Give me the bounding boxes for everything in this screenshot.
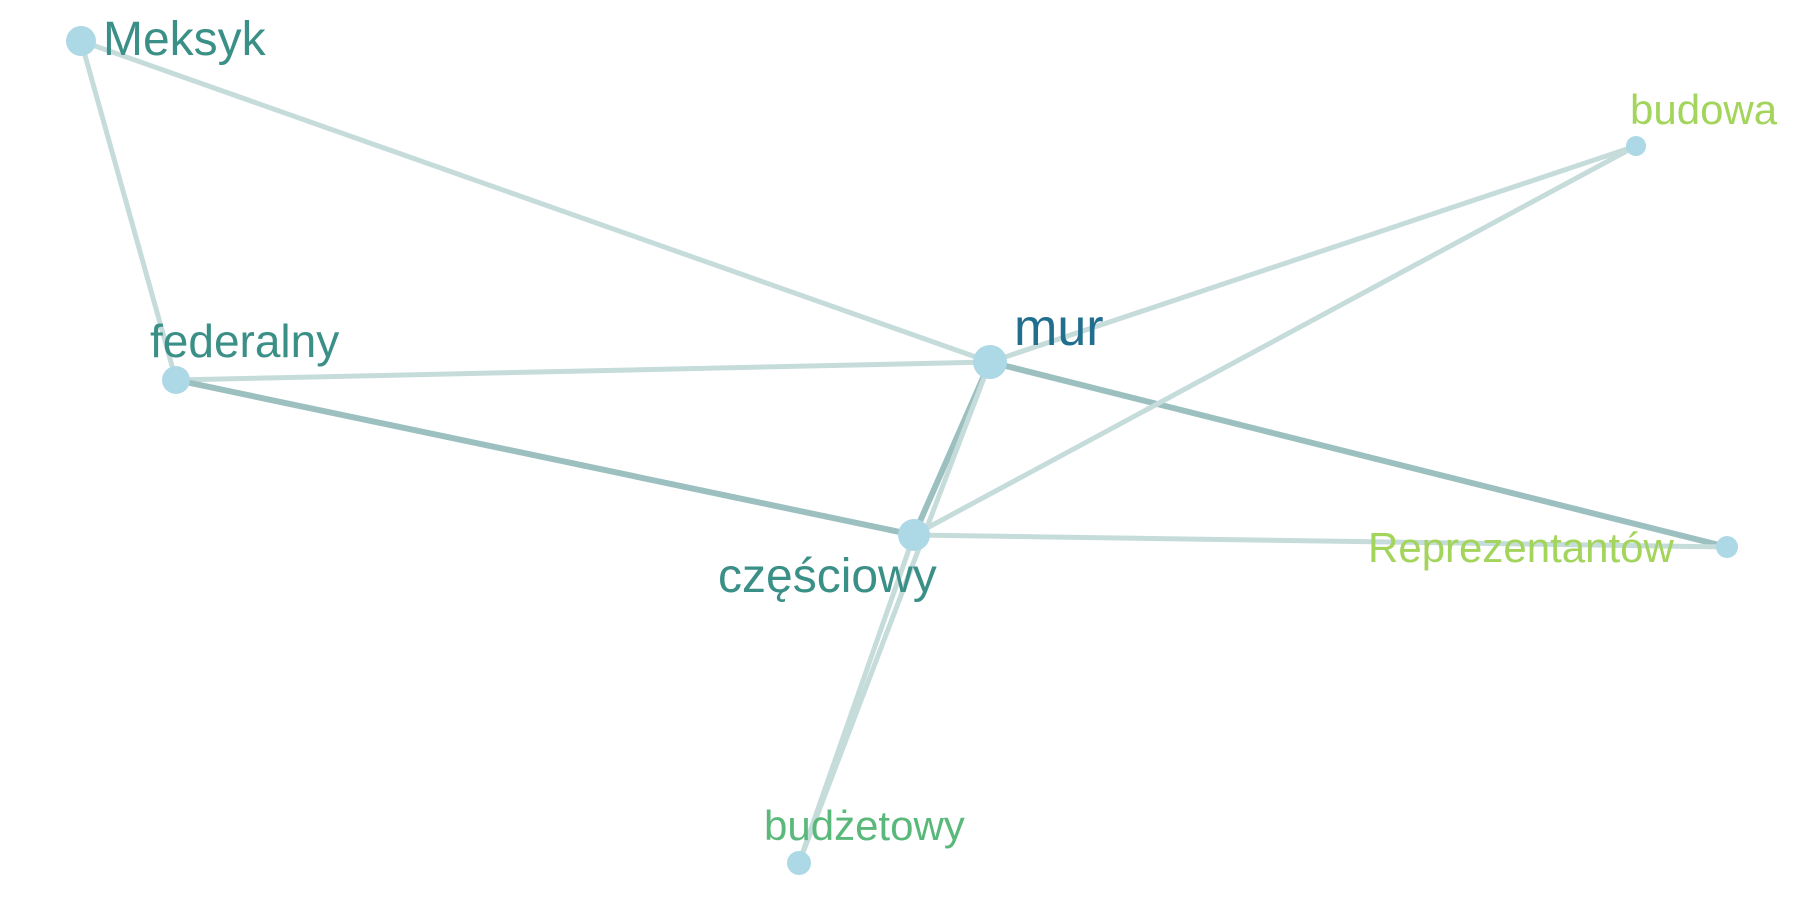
labels-layer: Meksyk federalny mur częściowy budowa Repreze… [103, 13, 1778, 849]
node-meksyk [66, 26, 96, 56]
edge-federalny-czesciowy [173, 377, 917, 538]
node-label-budowa: budowa [1630, 86, 1778, 133]
edge-meksyk-mur [78, 38, 993, 365]
node-label-federalny: federalny [150, 315, 339, 367]
edge-czesciowy-budowa [911, 143, 1639, 538]
edge-mur-reprezentantow [987, 359, 1730, 550]
edge-federalny-mur [173, 359, 993, 383]
node-label-mur: mur [1014, 299, 1104, 357]
edge-meksyk-federalny [78, 38, 179, 383]
edge-czesciowy-reprezentantow [911, 532, 1730, 550]
nodes-layer [66, 26, 1738, 875]
node-federalny [162, 366, 190, 394]
node-label-czesciowy: częściowy [718, 550, 937, 603]
node-label-reprezentantow: Reprezentantów [1368, 524, 1675, 571]
node-reprezentantow [1716, 536, 1738, 558]
node-budowa [1626, 136, 1646, 156]
node-czesciowy [898, 519, 930, 551]
node-label-meksyk: Meksyk [103, 13, 267, 66]
edges-layer [78, 38, 1730, 866]
node-budzetowy [787, 851, 811, 875]
node-mur [973, 345, 1007, 379]
edge-mur-budowa [987, 143, 1639, 365]
edge-czesciowy-budzetowy [796, 532, 917, 866]
node-label-budzetowy: budżetowy [764, 802, 965, 849]
